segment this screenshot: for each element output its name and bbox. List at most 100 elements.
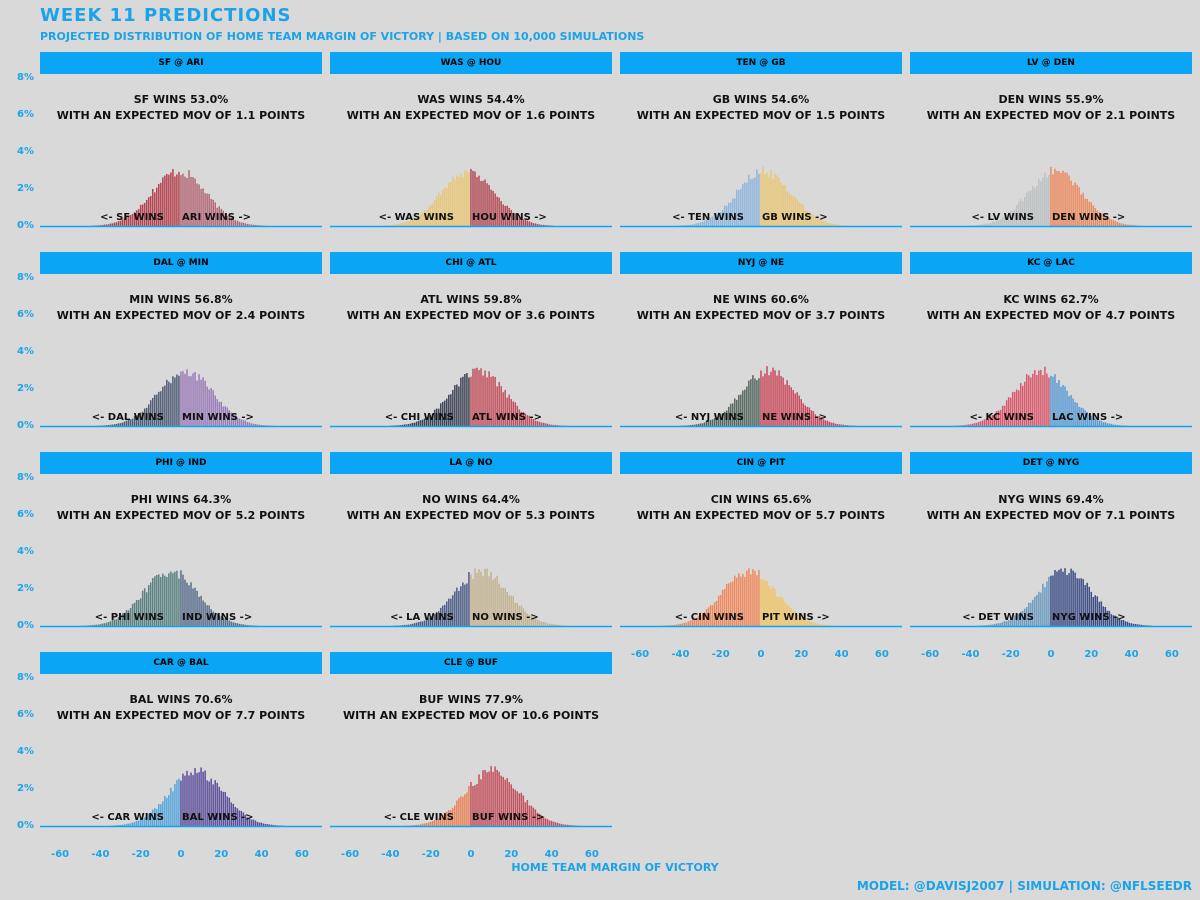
x-tick-label: -60: [631, 649, 650, 660]
histogram-bar: [508, 782, 510, 826]
histogram-bar: [983, 419, 986, 426]
histogram-bar: [1090, 591, 1092, 626]
histogram-bar: [115, 825, 118, 826]
histogram-bar: [439, 403, 442, 426]
histogram-bar: [1066, 575, 1068, 626]
histogram-bar: [151, 578, 154, 626]
histogram-bar: [977, 422, 980, 426]
histogram-bar: [145, 814, 148, 826]
histogram-bar: [166, 797, 168, 826]
histogram-bar: [498, 197, 500, 226]
histogram-bar: [448, 810, 450, 826]
histogram-bar: [172, 573, 174, 626]
histogram-bar: [550, 623, 553, 626]
histogram-bar: [1068, 175, 1070, 226]
histogram-bar: [180, 570, 182, 626]
histogram-bar: [151, 397, 154, 426]
histogram-bar: [1098, 212, 1101, 226]
histogram-bar: [496, 575, 498, 626]
histogram-bar: [520, 605, 523, 626]
x-tick-label: -20: [421, 849, 440, 860]
histogram-bar: [206, 386, 208, 426]
histogram-bar: [476, 572, 478, 626]
histogram-bar: [230, 802, 233, 826]
histogram-bar: [472, 170, 474, 226]
away-wins-label: <- LA WINS: [390, 612, 454, 623]
histogram-bar: [109, 223, 112, 226]
histogram-bar: [488, 371, 490, 426]
x-tick-label: -60: [341, 849, 360, 860]
histogram-bar: [808, 620, 811, 626]
histogram-bar: [1116, 221, 1119, 226]
histogram-bar: [1028, 191, 1030, 226]
histogram-bar: [806, 406, 809, 426]
histogram-bar: [214, 395, 216, 426]
histogram-bar: [437, 408, 440, 426]
histogram-bar: [1082, 192, 1084, 226]
histogram-bar: [530, 418, 533, 426]
histogram-bar: [1098, 601, 1101, 626]
histogram-bar: [1032, 599, 1034, 626]
histogram-bar: [156, 808, 158, 826]
histogram-bar: [1038, 370, 1040, 426]
histogram-bar: [544, 225, 547, 226]
x-axis-label: HOME TEAM MARGIN OF VICTORY: [511, 861, 719, 874]
histogram-bar: [838, 224, 841, 226]
histogram-bar: [125, 420, 128, 426]
histogram-bar: [454, 805, 456, 826]
histogram-bar: [1007, 212, 1010, 226]
histogram-bar: [705, 421, 708, 426]
histogram-bar: [1052, 376, 1054, 426]
histogram-bar: [1009, 619, 1012, 626]
histogram-bar: [1098, 420, 1101, 426]
histogram-bar: [1038, 178, 1040, 226]
histogram-bar: [570, 825, 573, 826]
histogram-bar: [464, 794, 466, 826]
histogram-bar: [129, 419, 132, 426]
histogram-bar: [536, 421, 539, 426]
win-probability: CIN WINS 65.6%: [710, 493, 812, 506]
histogram-bar: [196, 773, 198, 826]
histogram-bar: [405, 424, 408, 426]
histogram-bar: [1084, 410, 1086, 426]
histogram-bar: [1138, 624, 1141, 626]
histogram-bar: [734, 198, 736, 226]
histogram-bar: [1092, 416, 1094, 426]
histogram-bar: [786, 380, 788, 426]
histogram-bar: [254, 225, 257, 226]
histogram-bar: [556, 822, 559, 826]
histogram-bar: [1118, 425, 1121, 426]
x-tick-label: 60: [1164, 649, 1179, 660]
histogram-bar: [766, 172, 768, 226]
histogram-bar: [1017, 390, 1020, 426]
histogram-bar: [119, 220, 122, 226]
expected-mov: WITH AN EXPECTED MOV OF 4.7 POINTS: [926, 309, 1176, 322]
histogram-bar: [1005, 621, 1008, 626]
histogram-bar: [995, 411, 998, 426]
histogram-bar: [782, 598, 784, 626]
histogram-bar: [403, 424, 406, 426]
home-wins-label: NYG WINS ->: [1052, 612, 1126, 623]
histogram-bar: [1076, 578, 1078, 626]
histogram-bar: [748, 380, 750, 426]
histogram-bar: [456, 587, 458, 626]
histogram-bar: [433, 409, 436, 426]
histogram-bar: [1060, 172, 1062, 226]
game-panel: LA @ NO NO WINS 64.4% WITH AN EXPECTED MOV…: [330, 452, 612, 630]
histogram-bar: [1026, 374, 1028, 426]
histogram-bar: [991, 415, 994, 426]
x-tick-label: -40: [91, 849, 110, 860]
histogram-bar: [427, 822, 430, 826]
histogram-bar: [685, 622, 688, 626]
histogram-bar: [168, 573, 170, 626]
histogram-bar: [742, 573, 744, 626]
histogram-bar: [536, 223, 539, 226]
game-panel: LV @ DEN DEN WINS 55.9% WITH AN EXPECTED M…: [910, 52, 1192, 230]
histogram-bar: [979, 224, 982, 226]
histogram-bar: [1108, 218, 1111, 226]
histogram-bar: [788, 605, 790, 626]
histogram-bar: [192, 775, 194, 826]
away-wins-label: <- PHI WINS: [94, 612, 164, 623]
histogram-bar: [512, 596, 514, 626]
histogram-bar: [206, 193, 208, 226]
